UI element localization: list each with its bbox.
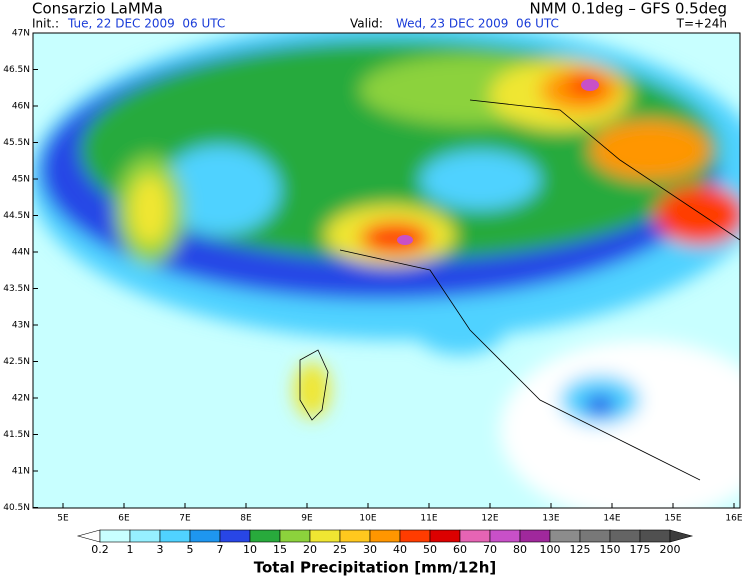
colorbar-swatch	[489, 529, 521, 543]
colorbar-swatch	[309, 529, 341, 543]
colorbar-swatch	[279, 529, 311, 543]
init-time: Tue, 22 DEC 2009 06 UTC	[67, 17, 225, 31]
lat-label: 42.5N	[3, 357, 30, 367]
colorbar-swatch	[189, 529, 221, 543]
lon-label: 16E	[725, 514, 742, 524]
precip-field	[33, 33, 740, 508]
colorbar-label: 175	[630, 543, 651, 556]
colorbar-label: 15	[273, 543, 287, 556]
lat-label: 45.5N	[3, 138, 30, 148]
colorbar-swatch	[219, 529, 251, 543]
colorbar-label: 50	[423, 543, 437, 556]
colorbar-label: 200	[660, 543, 681, 556]
colorbar-label: 150	[600, 543, 621, 556]
colorbar-swatch	[519, 529, 551, 543]
colorbar-label: 0.2	[91, 543, 109, 556]
colorbar-swatch	[369, 529, 401, 543]
lat-label: 46N	[12, 102, 30, 112]
colorbar-swatch	[399, 529, 431, 543]
colorbar-label: 70	[483, 543, 497, 556]
lon-label: 9E	[301, 514, 313, 524]
colorbar-label: 100	[540, 543, 561, 556]
model-title: NMM 0.1deg – GFS 0.5deg	[530, 0, 727, 18]
lat-label: 45N	[12, 175, 30, 185]
lat-label: 43.5N	[3, 284, 30, 294]
lon-label: 10E	[359, 514, 376, 524]
lat-label: 41.5N	[3, 430, 30, 440]
colorbar-label: 25	[333, 543, 347, 556]
map-frame	[32, 32, 741, 509]
colorbar-swatch	[579, 529, 611, 543]
lon-label: 14E	[603, 514, 620, 524]
colorbar-arrow	[669, 529, 694, 543]
lead-time: T=+24h	[676, 17, 727, 31]
colorbar-swatch	[99, 529, 131, 543]
colorbar-swatch	[549, 529, 581, 543]
colorbar-label: 3	[157, 543, 164, 556]
colorbar-label: 40	[393, 543, 407, 556]
lon-label: 12E	[481, 514, 498, 524]
lat-label: 44.5N	[3, 211, 30, 221]
lon-label: 13E	[542, 514, 559, 524]
org-title: Consarzio LaMMa	[32, 0, 163, 18]
axis-ticks: 47N 46.5N 46N 45.5N 45N 44.5N 44N 43.5N 43N 42.5N…	[3, 29, 743, 524]
lat-label: 40.5N	[3, 503, 30, 513]
colorbar-label: 30	[363, 543, 377, 556]
colorbar-label: 80	[513, 543, 527, 556]
colorbar-arrow	[76, 529, 101, 543]
colorbar-swatch	[639, 529, 671, 543]
lon-label: 7E	[179, 514, 191, 524]
init-label: Init.:	[32, 17, 59, 31]
colorbar: 0.2 1 3 5 7 10 15 20 25 30 40 50 60 70 80 100 125 150 175 2…	[76, 529, 694, 556]
colorbar-label: 7	[217, 543, 224, 556]
colorbar-label: 20	[303, 543, 317, 556]
colorbar-swatch	[129, 529, 161, 543]
colorbar-label: 125	[570, 543, 591, 556]
colorbar-swatch	[339, 529, 371, 543]
lat-label: 42N	[12, 394, 30, 404]
colorbar-title: Total Precipitation [mm/12h]	[254, 559, 497, 577]
lon-label: 15E	[664, 514, 681, 524]
colorbar-swatch	[459, 529, 491, 543]
colorbar-label: 10	[243, 543, 257, 556]
lon-label: 8E	[240, 514, 252, 524]
colorbar-swatch	[159, 529, 191, 543]
valid-label: Valid:	[350, 17, 383, 31]
lat-label: 47N	[12, 29, 30, 39]
valid-time: Wed, 23 DEC 2009 06 UTC	[396, 17, 559, 31]
lat-label: 46.5N	[3, 65, 30, 75]
lon-label: 11E	[420, 514, 437, 524]
colorbar-swatch	[429, 529, 461, 543]
lon-label: 6E	[118, 514, 130, 524]
colorbar-swatch	[609, 529, 641, 543]
colorbar-label: 1	[127, 543, 134, 556]
colorbar-swatch	[249, 529, 281, 543]
lon-label: 5E	[57, 514, 69, 524]
lat-label: 41N	[12, 467, 30, 477]
lat-label: 43N	[12, 321, 30, 331]
colorbar-label: 5	[187, 543, 194, 556]
lat-label: 44N	[12, 248, 30, 258]
colorbar-label: 60	[453, 543, 467, 556]
